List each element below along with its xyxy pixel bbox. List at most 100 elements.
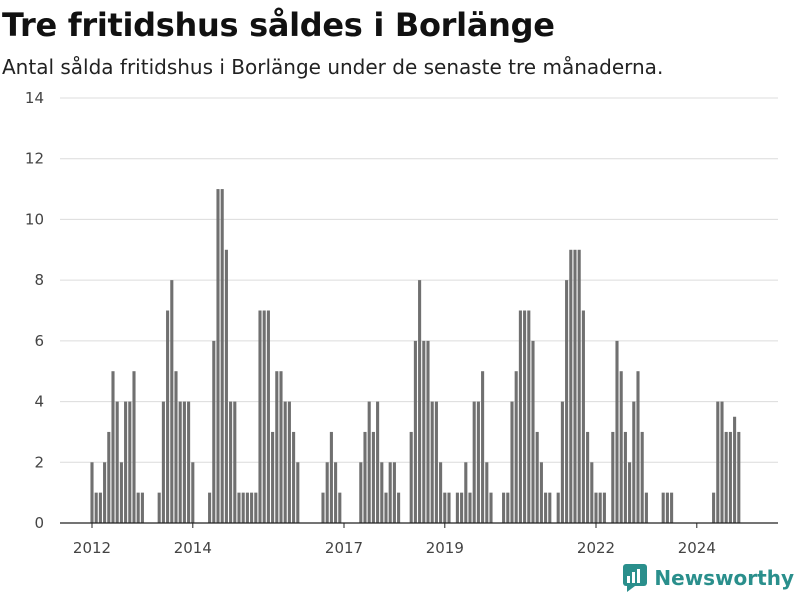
bar xyxy=(447,492,451,523)
bar xyxy=(237,492,241,523)
bar xyxy=(628,462,632,523)
bar xyxy=(619,371,623,523)
bar xyxy=(443,492,447,523)
bar xyxy=(363,431,367,523)
bar xyxy=(220,189,224,523)
x-tick-label: 2014 xyxy=(174,539,212,557)
x-tick-label: 2017 xyxy=(325,539,363,557)
bar xyxy=(409,431,413,523)
bar xyxy=(733,416,737,523)
bar xyxy=(611,431,615,523)
labels: 3 xyxy=(738,0,748,4)
bar xyxy=(182,401,186,523)
bar xyxy=(140,492,144,523)
bar xyxy=(418,280,422,523)
brand-logo: Newsworthy xyxy=(623,564,794,592)
bar xyxy=(586,431,590,523)
bar xyxy=(548,492,552,523)
bar xyxy=(434,401,438,523)
bar xyxy=(665,492,669,523)
bar xyxy=(90,462,94,523)
bar xyxy=(367,401,371,523)
bar xyxy=(359,462,363,523)
bar xyxy=(166,310,170,523)
bar xyxy=(254,492,258,523)
chart-title: Tre fritidshus såldes i Borlänge xyxy=(2,6,555,44)
bar xyxy=(670,492,674,523)
bar xyxy=(98,492,102,523)
bar xyxy=(380,462,384,523)
bar xyxy=(636,371,640,523)
bar xyxy=(388,462,392,523)
bar xyxy=(481,371,485,523)
bar xyxy=(506,492,510,523)
brand-name: Newsworthy xyxy=(654,566,794,590)
bar xyxy=(329,431,333,523)
bar xyxy=(262,310,266,523)
bar xyxy=(334,462,338,523)
bar xyxy=(258,310,262,523)
bar xyxy=(384,492,388,523)
bar xyxy=(296,462,300,523)
bar xyxy=(531,340,535,523)
bar xyxy=(565,280,569,523)
bar xyxy=(716,401,720,523)
bar xyxy=(191,462,195,523)
bar xyxy=(632,401,636,523)
bar xyxy=(581,310,585,523)
bar xyxy=(615,340,619,523)
x-tick-label: 2019 xyxy=(426,539,464,557)
bar xyxy=(720,401,724,523)
bar xyxy=(413,340,417,523)
bar xyxy=(489,492,493,523)
bar xyxy=(250,492,254,523)
bar xyxy=(174,371,178,523)
bar xyxy=(712,492,716,523)
bar xyxy=(539,462,543,523)
bar xyxy=(724,431,728,523)
bar xyxy=(212,340,216,523)
bar xyxy=(245,492,249,523)
bar xyxy=(224,249,228,524)
bar xyxy=(124,401,128,523)
bar xyxy=(229,401,233,523)
bar xyxy=(376,401,380,523)
bar xyxy=(577,249,581,524)
bar xyxy=(476,401,480,523)
bar xyxy=(527,310,531,523)
bar xyxy=(241,492,245,523)
x-tick-label: 2024 xyxy=(678,539,716,557)
bar xyxy=(485,462,489,523)
bar xyxy=(556,492,560,523)
bar xyxy=(132,371,136,523)
bar xyxy=(325,462,329,523)
bar xyxy=(128,401,132,523)
bar xyxy=(275,371,279,523)
bar xyxy=(136,492,140,523)
bar xyxy=(468,492,472,523)
bar xyxy=(544,492,548,523)
bar xyxy=(170,280,174,523)
bar xyxy=(594,492,598,523)
y-tick-label: 8 xyxy=(34,271,44,289)
bar xyxy=(271,431,275,523)
x-axis: 2012 2014 2017 2019 2022 2024 xyxy=(60,522,778,557)
y-tick-label: 14 xyxy=(25,89,44,107)
bar xyxy=(216,189,220,523)
bar xyxy=(640,431,644,523)
bar xyxy=(426,340,430,523)
y-tick-label: 0 xyxy=(34,514,44,532)
bar xyxy=(728,431,732,523)
newsworthy-logo-icon xyxy=(623,564,648,592)
bar xyxy=(107,431,111,523)
bar xyxy=(464,462,468,523)
bar xyxy=(178,401,182,523)
chart-subtitle: Antal sålda fritidshus i Borlänge under … xyxy=(2,55,664,79)
y-tick-label: 2 xyxy=(34,453,44,471)
bars xyxy=(90,189,741,524)
bar xyxy=(338,492,342,523)
bar xyxy=(455,492,459,523)
bar xyxy=(279,371,283,523)
bar xyxy=(644,492,648,523)
